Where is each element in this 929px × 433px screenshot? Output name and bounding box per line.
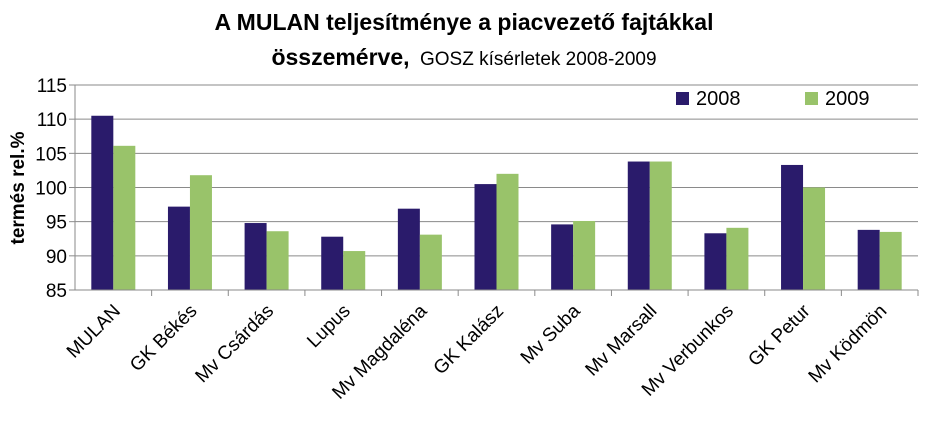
x-tick-label: Mv Marsall	[582, 301, 662, 381]
y-axis-label: termés rel.%	[8, 131, 29, 244]
bar-2008-11	[857, 229, 880, 290]
y-tick-label: 110	[37, 110, 67, 131]
y-axis-ticks: 85 90 95 100 105 110 115	[35, 76, 75, 302]
axes	[74, 85, 918, 291]
y-tick-label: 90	[46, 247, 67, 268]
bar-2009-9	[726, 227, 749, 290]
chart-title-line-1: A MULAN teljesítménye a piacvezető fajtá…	[215, 9, 714, 35]
y-tick-label: 85	[46, 281, 67, 302]
y-tick-label: 95	[46, 213, 67, 234]
bar-2008-10	[781, 164, 804, 290]
bar-2009-3	[266, 231, 289, 290]
y-tick-label: 100	[35, 179, 67, 200]
bar-2009-4	[343, 251, 366, 290]
y-tick-label: 105	[35, 144, 67, 165]
x-tick-label: Lupus	[303, 301, 354, 352]
bar-2009-2	[189, 175, 212, 290]
legend-label-2009: 2009	[825, 88, 870, 110]
legend-swatch-2009	[805, 92, 818, 105]
chart-title-line-2-normal: GOSZ kísérletek 2008-2009	[420, 49, 657, 70]
bar-2008-4	[321, 236, 344, 290]
x-tick-label: Mv Suba	[517, 300, 585, 368]
x-tick-label: MULAN	[63, 301, 125, 363]
bar-2008-2	[167, 206, 190, 290]
legend-label-2008: 2008	[696, 88, 741, 110]
bar-2008-9	[704, 233, 727, 290]
bar-2008-8	[627, 161, 650, 290]
bar-2008-3	[244, 223, 267, 290]
bar-2008-7	[551, 224, 574, 290]
bar-2009-8	[649, 161, 672, 290]
bar-2008-6	[474, 184, 497, 290]
x-tick-label: Mv Csárdás	[192, 301, 279, 388]
y-tick-label: 115	[37, 76, 67, 97]
chart-title-line-2: összemérve, GOSZ kísérletek 2008-2009	[271, 44, 656, 70]
bar-2009-1	[113, 145, 136, 290]
legend-swatch-2008	[676, 92, 689, 105]
bar-2008-5	[397, 208, 420, 290]
x-tick-label: Mv Ködmön	[805, 301, 892, 388]
chart-title: A MULAN teljesítménye a piacvezető fajtá…	[215, 9, 714, 70]
bar-2009-5	[419, 234, 442, 290]
x-tick-label: GK Petur	[744, 300, 815, 371]
bar-2009-10	[803, 187, 826, 290]
chart-title-line-2-bold: összemérve,	[271, 44, 409, 70]
x-tick-label: GK Békés	[126, 301, 201, 376]
x-tick-label: GK Kalász	[430, 301, 508, 379]
bar-2009-6	[496, 173, 519, 290]
bar-2009-11	[879, 231, 902, 290]
bar-series	[91, 115, 902, 290]
legend: 2008 2009	[676, 88, 870, 110]
bar-2009-7	[573, 220, 596, 290]
bar-2008-1	[91, 115, 114, 290]
